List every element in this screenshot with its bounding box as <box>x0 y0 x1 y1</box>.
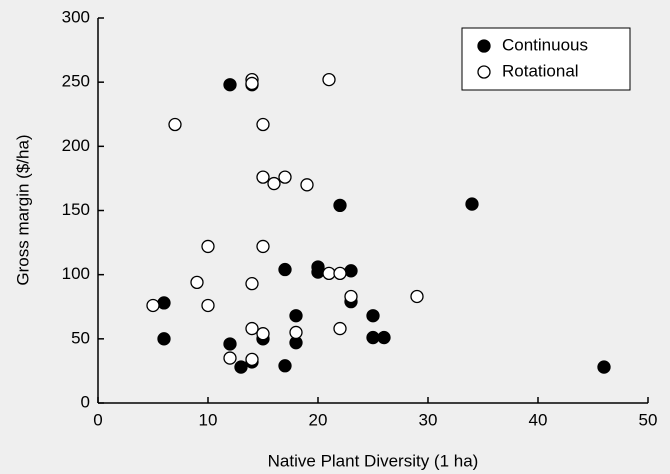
point <box>245 321 259 336</box>
point <box>366 309 380 323</box>
point <box>168 117 182 132</box>
point <box>344 289 358 304</box>
point <box>245 76 259 91</box>
point <box>597 360 611 374</box>
point <box>377 330 391 345</box>
y-tick-label: 100 <box>62 264 90 283</box>
x-tick-label: 0 <box>93 410 102 429</box>
point <box>311 265 325 279</box>
point <box>256 170 270 184</box>
point <box>278 170 292 184</box>
point <box>289 309 303 323</box>
point <box>190 275 204 290</box>
point <box>223 337 237 351</box>
point <box>267 176 281 191</box>
point <box>278 359 292 373</box>
y-tick-label: 150 <box>62 200 90 219</box>
point <box>322 266 336 281</box>
point <box>410 289 424 304</box>
point <box>157 332 171 346</box>
y-tick-label: 300 <box>62 7 90 26</box>
x-tick-label: 50 <box>639 410 658 429</box>
point <box>333 266 347 281</box>
x-tick-label: 30 <box>419 410 438 429</box>
x-tick-label: 40 <box>529 410 548 429</box>
x-tick-label: 20 <box>309 410 328 429</box>
y-tick-label: 250 <box>62 72 90 91</box>
y-tick-label: 200 <box>62 136 90 155</box>
legend-label: Continuous <box>502 35 588 54</box>
point <box>344 264 358 278</box>
point <box>256 327 270 341</box>
point <box>201 239 215 254</box>
point <box>234 360 248 374</box>
point <box>289 325 303 340</box>
legend-label: Rotational <box>502 61 579 80</box>
legend-marker <box>477 39 491 53</box>
point <box>245 352 259 367</box>
point <box>333 321 347 336</box>
y-tick-label: 0 <box>81 392 90 411</box>
x-axis-label: Native Plant Diversity (1 ha) <box>268 451 479 470</box>
point <box>333 198 347 213</box>
point <box>201 298 215 313</box>
point <box>146 298 160 313</box>
point <box>278 262 292 277</box>
y-tick-label: 50 <box>71 328 90 347</box>
point <box>366 330 380 345</box>
point <box>223 78 237 92</box>
point <box>157 296 171 310</box>
legend-box <box>461 27 631 91</box>
point <box>256 239 270 254</box>
y-axis-label: Gross margin ($/ha) <box>13 134 32 285</box>
point <box>256 117 270 132</box>
point <box>300 178 314 192</box>
legend-marker <box>477 65 491 79</box>
x-tick-label: 10 <box>199 410 218 429</box>
point <box>465 197 479 211</box>
point <box>322 72 336 87</box>
point <box>223 351 237 365</box>
point <box>245 276 259 291</box>
